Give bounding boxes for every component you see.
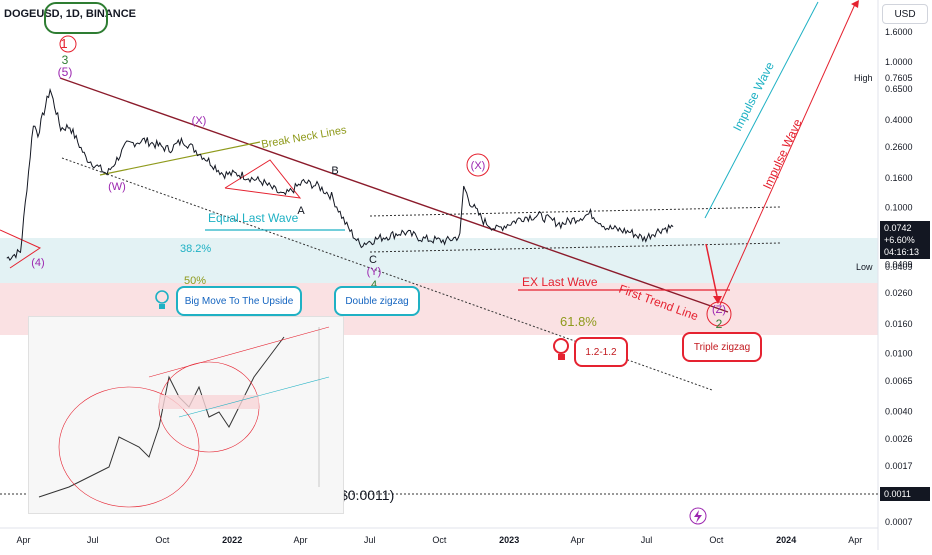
price-tick-label: 0.0040 (885, 407, 913, 417)
wave-label-x2: (X) (471, 160, 486, 172)
lower-channel-line (61, 157, 713, 391)
wave-label-x1: (X) (192, 115, 207, 127)
time-tick-label: Apr (848, 535, 862, 545)
lightbulb-icon-teal (155, 290, 169, 309)
wave-label-b: B (331, 165, 338, 177)
lightbulb-icon-red (553, 338, 569, 360)
price-tick-label: 0.2600 (885, 142, 913, 152)
ticker-highlight-bubble (44, 2, 108, 34)
wave-label-z: (Z) (712, 304, 726, 316)
drop-arrow-head (713, 296, 722, 304)
price-tick-label: 0.0160 (885, 319, 913, 329)
high-label: High (854, 73, 873, 83)
price-tick-label: 0.1000 (885, 203, 913, 213)
time-tick-label: 2024 (776, 535, 796, 545)
wave-1-circle (59, 35, 77, 53)
wave-label-3: 3 (62, 53, 69, 67)
wave-label-4-left: (4) (31, 257, 44, 269)
time-tick-label: Oct (709, 535, 724, 545)
time-tick-label: Apr (293, 535, 307, 545)
wave-label-w: (W) (108, 181, 126, 193)
support-text: $0.0011) (340, 487, 394, 503)
wave-label-1: 1 (60, 36, 67, 51)
price-tick-label: 0.0100 (885, 349, 913, 359)
triangle-abc (224, 159, 302, 199)
callout-big-move: Big Move To The Upside (176, 286, 302, 316)
fib-50-text: 50% (184, 275, 206, 287)
impulse-projection-1 (704, 1, 819, 219)
equal-last-wave-text: Equal Last Wave (208, 211, 299, 225)
price-series-line (6, 87, 674, 261)
wave-x2-circle (466, 153, 490, 177)
price-tick-label: 1.6000 (885, 27, 913, 37)
break-neck-text: Break Neck Lines (260, 124, 347, 151)
fib-618-text: 61.8% (560, 314, 597, 329)
first-trend-line (59, 77, 729, 313)
wave-label-5: (5) (58, 65, 73, 79)
time-tick-label: Apr (570, 535, 584, 545)
time-axis[interactable]: Apr Jul Oct 2022 Apr Jul Oct 2023 Apr Jul Oct 2024 A… (16, 535, 862, 545)
impulse-projection-2 (719, 1, 857, 306)
support-price-tag (880, 487, 930, 501)
low-label: Low (856, 262, 873, 272)
time-tick-label: Oct (432, 535, 447, 545)
price-tick-label: 0.0409 (885, 259, 913, 269)
price-tick-label: 0.1600 (885, 173, 913, 183)
high-value: 0.7605 (885, 73, 913, 83)
fib-382-text: 38.2% (180, 243, 211, 255)
time-tick-label: Oct (155, 535, 170, 545)
lightning-icon[interactable] (689, 507, 707, 525)
range-top-line (369, 206, 781, 217)
time-tick-label: Jul (641, 535, 653, 545)
price-tick-label: 0.0260 (885, 288, 913, 298)
time-tick-label: Jul (87, 535, 99, 545)
price-tick-label: 0.0007 (885, 517, 913, 527)
wave-label-y: (Y) (367, 266, 382, 278)
inset-chart-sketch (29, 317, 343, 513)
support-price-text: 0.0011 (884, 489, 911, 499)
current-price-text: 0.0742 (884, 223, 912, 233)
current-price-tag (880, 221, 930, 259)
wave-label-4: 4 (371, 279, 377, 291)
currency-button[interactable]: USD (882, 4, 928, 24)
break-neck-line (99, 141, 261, 176)
callout-double-zigzag: Double zigzag (334, 286, 420, 316)
wave-label-c: C (369, 254, 377, 266)
time-tick-label: Apr (16, 535, 30, 545)
change-pct-text: +6.60% (884, 235, 915, 245)
time-tick-label: Jul (364, 535, 376, 545)
impulse-arrow-head (851, 0, 859, 8)
price-tick-label: 0.0065 (885, 376, 913, 386)
low-value: 0.0409 (885, 262, 913, 272)
wave-label-a: A (297, 205, 305, 217)
drop-arrow (705, 243, 718, 297)
ex-last-wave-text: EX Last Wave (522, 275, 598, 289)
price-tick-label: 0.0026 (885, 434, 913, 444)
range-bottom-line (369, 242, 781, 253)
price-tick-label: 0.0017 (885, 461, 913, 471)
inset-thumbnail (28, 316, 344, 514)
price-tick-label: 0.6500 (885, 84, 913, 94)
time-tick-label: 2022 (222, 535, 242, 545)
wave-label-2: 2 (716, 317, 723, 331)
wave-z-circle (706, 301, 732, 327)
price-axis[interactable]: 1.6000 1.0000 0.6500 0.4000 0.2600 0.1600 0.10… (885, 27, 913, 527)
impulse-wave-text-1: Impulse Wave (730, 59, 777, 133)
price-tick-label: 0.4000 (885, 115, 913, 125)
price-tick-label: 1.0000 (885, 57, 913, 67)
left-wedge (0, 229, 42, 269)
callout-ratio: 1.2-1.2 (574, 337, 628, 367)
fib-zone-382 (0, 238, 878, 283)
countdown-text: 04:16:13 (884, 247, 919, 257)
callout-triple-zigzag: Triple zigzag (682, 332, 762, 362)
impulse-wave-text-2: Impulse Wave (760, 117, 805, 192)
time-tick-label: 2023 (499, 535, 519, 545)
